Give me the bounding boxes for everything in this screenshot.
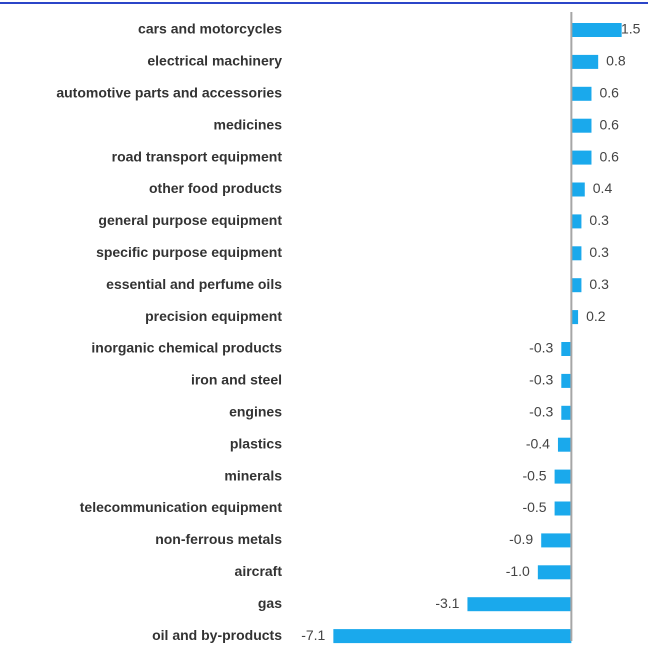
bar [561, 405, 572, 420]
category-label: aircraft [235, 563, 283, 579]
bar [571, 246, 582, 261]
bar [541, 533, 572, 548]
bar [571, 214, 582, 229]
value-label: 0.4 [593, 180, 613, 196]
value-label: 0.6 [599, 85, 619, 101]
bar [571, 310, 579, 325]
category-label: road transport equipment [112, 148, 283, 164]
category-label: non-ferrous metals [155, 531, 282, 547]
category-label: medicines [214, 116, 283, 132]
value-label: -0.5 [522, 467, 546, 483]
value-label: 0.2 [586, 308, 606, 324]
bar [571, 86, 592, 101]
bar [561, 342, 572, 356]
category-label: gas [258, 595, 282, 611]
bar [557, 437, 572, 452]
value-label: 1.5 [621, 21, 641, 37]
category-label: telecommunication equipment [80, 499, 283, 515]
bar [333, 629, 572, 644]
category-label: cars and motorcycles [138, 21, 282, 37]
value-label: 0.6 [599, 116, 619, 132]
category-label: engines [229, 404, 282, 420]
category-label: other food products [149, 180, 282, 196]
bar [571, 118, 592, 133]
category-label: minerals [224, 467, 282, 483]
value-label: 0.3 [589, 212, 609, 228]
value-label: 0.6 [599, 148, 619, 164]
bar [561, 373, 572, 388]
value-label: -0.3 [529, 404, 553, 420]
value-label: -0.5 [522, 499, 546, 515]
category-label: specific purpose equipment [96, 244, 282, 260]
category-label: inorganic chemical products [91, 340, 282, 356]
category-label: general purpose equipment [98, 212, 282, 228]
bar [571, 278, 582, 293]
category-label: precision equipment [145, 308, 282, 324]
bar [571, 23, 622, 37]
bar [554, 501, 572, 516]
bar [571, 150, 592, 165]
category-label: iron and steel [191, 372, 282, 388]
bar [571, 54, 599, 69]
bar [571, 182, 585, 197]
bar [537, 565, 572, 580]
category-label: oil and by-products [152, 627, 282, 643]
value-label: -3.1 [435, 595, 459, 611]
value-label: 0.8 [606, 53, 626, 69]
category-label: electrical machinery [147, 53, 282, 69]
value-label: -0.3 [529, 372, 553, 388]
bar [554, 469, 572, 484]
value-label: 0.3 [589, 276, 609, 292]
bar [467, 597, 572, 612]
value-label: -0.4 [526, 435, 550, 451]
value-label: 0.3 [589, 244, 609, 260]
value-label: -7.1 [301, 627, 325, 643]
value-label: -0.3 [529, 340, 553, 356]
category-label: plastics [230, 435, 282, 451]
value-label: -1.0 [506, 563, 530, 579]
category-label: automotive parts and accessories [56, 85, 282, 101]
category-label: essential and perfume oils [106, 276, 282, 292]
value-label: -0.9 [509, 531, 533, 547]
